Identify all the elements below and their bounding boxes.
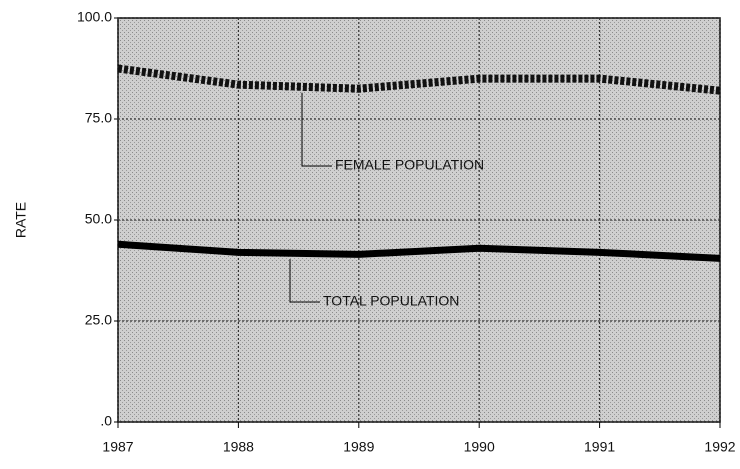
x-tick-label: 1989: [343, 439, 374, 455]
series-line: [117, 64, 721, 95]
y-tick-label: 25.0: [85, 312, 112, 328]
y-axis-label: RATE: [13, 202, 29, 238]
leader-line: [289, 259, 320, 303]
y-tick-label: 100.0: [77, 9, 112, 25]
x-tick-label: 1990: [464, 439, 495, 455]
y-tick-label: 75.0: [85, 110, 112, 126]
x-tick-label: 1988: [223, 439, 254, 455]
x-tick-label: 1987: [102, 439, 133, 455]
x-tick-label: 1992: [704, 439, 735, 455]
series-label: FEMALE POPULATION: [335, 157, 484, 173]
leader-line: [301, 92, 332, 167]
y-tick-label: 50.0: [85, 211, 112, 227]
x-tick-label: 1991: [584, 439, 615, 455]
series-label: TOTAL POPULATION: [323, 293, 459, 309]
series-line: [117, 240, 721, 262]
y-tick-label: .0: [100, 413, 112, 429]
